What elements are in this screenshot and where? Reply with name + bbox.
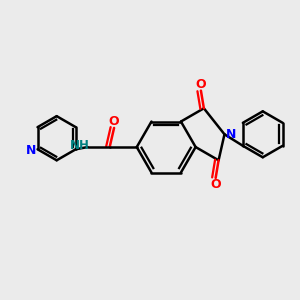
- Text: O: O: [196, 78, 206, 91]
- Text: N: N: [26, 144, 36, 157]
- Text: O: O: [109, 115, 119, 128]
- Text: NH: NH: [69, 139, 89, 152]
- Text: O: O: [210, 178, 221, 191]
- Text: N: N: [226, 128, 236, 141]
